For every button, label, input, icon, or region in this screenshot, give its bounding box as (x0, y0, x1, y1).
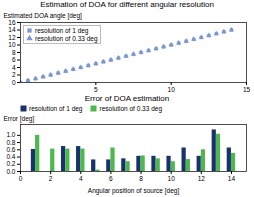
svg-text:4: 4 (12, 64, 16, 71)
svg-text:10: 10 (168, 86, 176, 93)
svg-text:0: 0 (19, 175, 23, 182)
svg-text:10: 10 (168, 175, 176, 182)
svg-text:8: 8 (12, 49, 16, 56)
svg-text:0.2: 0.2 (6, 160, 15, 167)
svg-text:0.6: 0.6 (6, 146, 15, 153)
svg-text:Error [deg]: Error [deg] (4, 115, 35, 123)
svg-text:14: 14 (8, 26, 16, 33)
svg-text:2: 2 (49, 175, 53, 182)
svg-text:Estimated DOA angle [deg]: Estimated DOA angle [deg] (4, 12, 83, 20)
svg-text:10: 10 (8, 41, 16, 48)
svg-text:6: 6 (109, 175, 113, 182)
svg-text:0.4: 0.4 (6, 153, 15, 160)
html-text:resolution of 1 deg: resolution of 1 deg (29, 104, 83, 112)
html-text:Error of DOA estimation: Error of DOA estimation (84, 94, 170, 103)
html-text:resolution of 1 deg: resolution of 1 deg (35, 27, 89, 34)
svg-text:15: 15 (243, 86, 251, 93)
html-text:resolution of 0.33 deg: resolution of 0.33 deg (35, 34, 98, 42)
svg-text:1.0: 1.0 (6, 131, 15, 138)
svg-text:5: 5 (94, 86, 98, 93)
html-text:Estimation of DOA for differen: Estimation of DOA for different angular … (40, 0, 214, 9)
svg-text:Angular position of source [de: Angular position of source [deg] (88, 187, 180, 195)
svg-text:0: 0 (12, 79, 16, 86)
svg-text:6: 6 (12, 56, 16, 63)
svg-text:0.0: 0.0 (6, 168, 15, 175)
svg-text:14: 14 (228, 175, 236, 182)
svg-text:12: 12 (198, 175, 206, 182)
svg-text:8: 8 (139, 175, 143, 182)
svg-text:2: 2 (12, 71, 16, 78)
html-text:resolution of 0.33 deg: resolution of 0.33 deg (99, 104, 162, 112)
svg-text:4: 4 (79, 175, 83, 182)
svg-text:16: 16 (8, 19, 16, 26)
svg-text:12: 12 (8, 34, 16, 41)
svg-text:0.8: 0.8 (6, 139, 15, 146)
